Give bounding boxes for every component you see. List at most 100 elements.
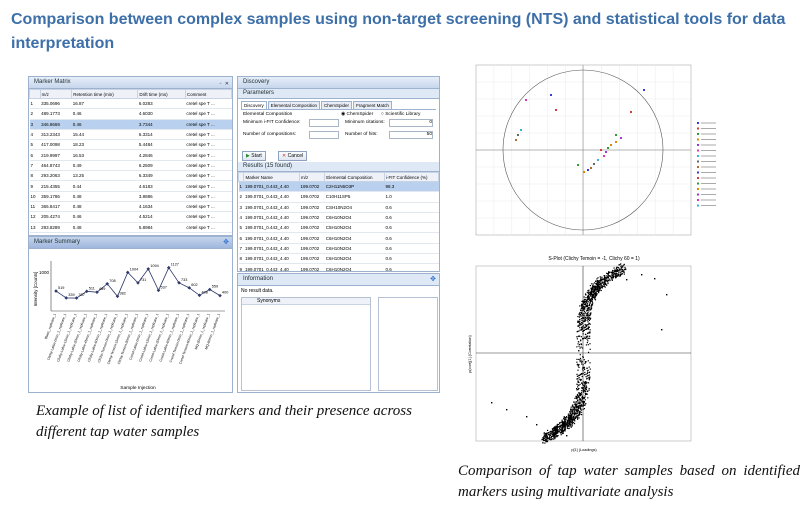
num-compositions-field[interactable] xyxy=(309,131,339,139)
tab-elemental-composition[interactable]: Elemental Composition xyxy=(267,101,321,109)
scatter-point xyxy=(582,317,584,320)
scatter-point xyxy=(594,293,597,296)
scatter-point xyxy=(577,389,579,391)
data-point[interactable] xyxy=(207,287,212,292)
column-header[interactable]: Marker Name xyxy=(243,172,301,182)
scatter-point xyxy=(615,268,617,270)
table-row[interactable]: 1 199.0701_0.443_4.40 199.0702 C2H11N6O3P 98… xyxy=(238,181,439,193)
scatter-point xyxy=(552,432,554,434)
chemspider-radio[interactable]: ◉ ChemSpider xyxy=(341,112,374,117)
table-row[interactable]: 3 199.0701_0.443_4.40 199.0702 CSH10N2O4 0.6 xyxy=(238,202,439,213)
scatter-point xyxy=(584,384,586,386)
scatter-point xyxy=(569,419,571,421)
tab-fragment-match[interactable]: Fragment Match xyxy=(353,101,392,109)
column-header[interactable]: Drift time (ms) xyxy=(137,89,186,99)
scientific-library-radio[interactable]: ○ Scientific Library xyxy=(381,112,421,117)
window-controls[interactable]: ▫ ✕ xyxy=(219,81,230,87)
table-row[interactable]: 3 346.8669 0.46 3.7344 cretel spe T ... xyxy=(29,119,232,130)
data-point[interactable] xyxy=(187,286,192,290)
scatter-point xyxy=(587,335,589,337)
column-header[interactable]: i-FIT Confidence (%) xyxy=(384,172,439,182)
table-cell: 0.6 xyxy=(384,232,439,244)
scatter-point xyxy=(591,283,593,285)
table-row[interactable]: 8 199.0701_0.443_4.40 199.0702 C6H10N2O4 0.6 xyxy=(238,253,439,265)
scatter-point xyxy=(588,382,590,384)
scatter-point xyxy=(585,393,587,395)
column-header[interactable]: Retention time (min) xyxy=(71,89,139,99)
scatter-point xyxy=(549,431,551,433)
scatter-point xyxy=(577,406,579,408)
scatter-point xyxy=(597,286,599,288)
table-row[interactable]: 11 365.8417 0.48 4.1634 cretel spe T ... xyxy=(29,201,232,213)
scatter-point xyxy=(586,325,588,327)
table-row[interactable]: 5 417.0098 18.23 5.4484 cretel spe T ... xyxy=(29,139,232,151)
scatter-point xyxy=(614,274,616,276)
data-point[interactable] xyxy=(146,267,151,271)
column-header[interactable]: Elemental Composition xyxy=(324,172,386,182)
scatter-point xyxy=(580,402,582,404)
data-point[interactable] xyxy=(166,265,171,270)
data-point[interactable] xyxy=(218,293,222,298)
scatter-point xyxy=(607,147,609,149)
table-row[interactable]: 6 219.9997 16.53 4.2846 cretel spe T ... xyxy=(29,149,232,161)
column-header[interactable]: m/z xyxy=(299,172,326,182)
scatter-point xyxy=(602,282,604,284)
table-row[interactable]: 4 199.0701_0.443_4.40 199.0702 C6H10N2O4 0.6 xyxy=(238,212,439,224)
table-row[interactable]: 7 199.0701_0.443_4.40 199.0702 C6H10N2O4 0.6 xyxy=(238,243,439,255)
table-row[interactable]: 2 199.0701_0.443_4.40 199.0702 C10H11SP5 1.0 xyxy=(238,191,439,203)
start-button-label: Start xyxy=(251,153,262,159)
scatter-point xyxy=(620,263,622,265)
pin-icon[interactable]: ✥ xyxy=(430,276,437,283)
scatter-point xyxy=(586,304,588,306)
tab-chemspider[interactable]: ChemSpider xyxy=(321,101,353,109)
data-point[interactable] xyxy=(156,288,161,293)
scatter-point xyxy=(577,400,579,402)
data-point[interactable] xyxy=(125,270,130,275)
min-ifit-field[interactable] xyxy=(309,119,339,127)
scatter-point xyxy=(556,423,558,425)
table-cell: cretel spe T ... xyxy=(185,191,232,202)
scatter-point xyxy=(568,415,570,417)
table-row[interactable]: 9 199.0701_0.443_4.40 199.0702 C6H10N2O4 0.6 xyxy=(238,263,439,271)
scatter-point xyxy=(579,314,582,316)
table-cell: 215.4355 xyxy=(40,180,72,192)
table-row[interactable]: 10 359.1786 0.48 3.8886 cretel spe T ... xyxy=(29,191,232,202)
table-row[interactable]: 2 489.1773 0.46 4.6030 cretel spe T ... xyxy=(29,108,232,120)
column-header[interactable] xyxy=(29,89,41,99)
column-header[interactable]: Comment xyxy=(184,89,232,99)
pin-icon[interactable]: ✥ xyxy=(223,239,230,246)
table-row[interactable]: 9 215.4355 0.44 4.6183 cretel spe T ... xyxy=(29,180,232,192)
table-row[interactable]: 7 464.8743 0.49 6.2509 cretel spe T ... xyxy=(29,160,232,172)
tab-discovery[interactable]: Discovery xyxy=(241,101,267,109)
table-row[interactable]: 4 313.2343 15.44 6.3314 cretel spe T ... xyxy=(29,129,232,141)
scatter-point xyxy=(583,337,585,339)
scatter-point xyxy=(577,402,579,404)
column-header[interactable] xyxy=(238,172,245,182)
scatter-point xyxy=(571,425,573,427)
table-row[interactable]: 6 199.0701_0.443_4.40 199.0702 C6H10N2O4 0.6 xyxy=(238,232,439,244)
scatter-point xyxy=(596,287,598,289)
column-header[interactable]: m/z xyxy=(39,89,73,99)
scatter-point xyxy=(583,301,585,303)
table-row[interactable]: 13 293.8289 0.48 5.8984 cretel spe T ... xyxy=(29,222,232,233)
data-point[interactable] xyxy=(136,281,140,285)
table-cell: cretel spe T ... xyxy=(185,211,232,223)
scatter-point xyxy=(589,293,591,296)
start-button[interactable]: ▶ Start xyxy=(242,151,266,161)
table-row[interactable]: 8 293.2063 13.25 6.3349 cretel spe T ... xyxy=(29,170,232,182)
table-row[interactable]: 12 205.4274 0.46 4.5214 cretel spe T ... xyxy=(29,211,232,223)
data-point[interactable] xyxy=(105,281,110,286)
table-row[interactable]: 1 335.0696 16.87 6.0283 cretel spe T ... xyxy=(29,98,232,110)
scatter-point xyxy=(590,312,592,314)
scatter-point xyxy=(569,421,571,423)
table-row[interactable]: 5 199.0701_0.443_4.40 199.0702 C5H10N2O4 0.6 xyxy=(238,222,439,234)
scatter-point xyxy=(582,408,584,410)
table-row[interactable]: 14414.49680.494.1766cretel spe T ... xyxy=(29,232,232,235)
min-citations-field[interactable]: 0 xyxy=(389,119,433,127)
scatter-point xyxy=(615,272,617,274)
scatter-point xyxy=(587,293,589,295)
cancel-button[interactable]: ✕ Cancel xyxy=(278,151,308,161)
scatter-point xyxy=(550,435,553,438)
num-hits-field[interactable]: 50 xyxy=(389,131,433,139)
scatter-point xyxy=(586,303,589,305)
